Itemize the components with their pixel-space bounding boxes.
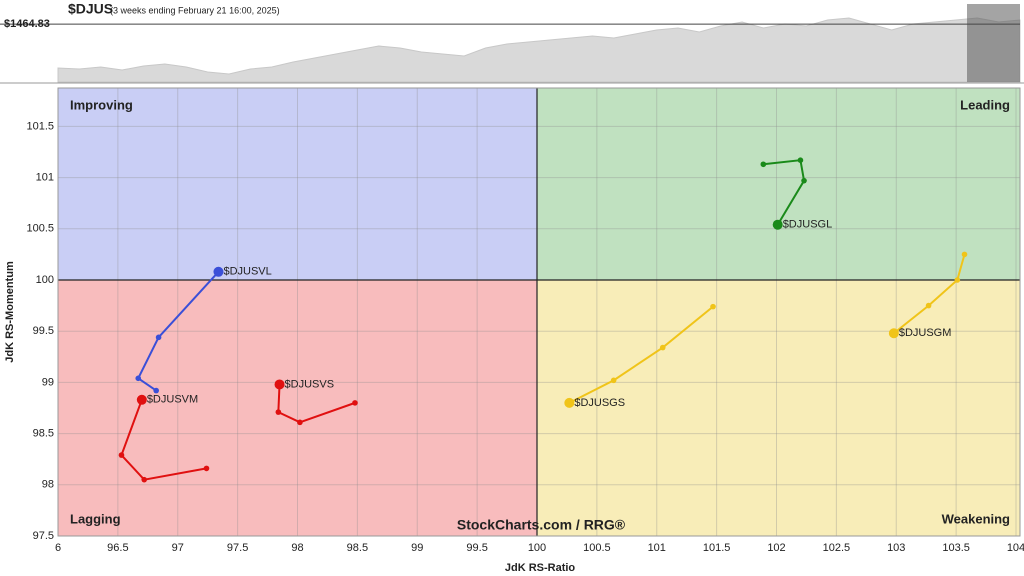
tail-head bbox=[888, 328, 899, 339]
x-tick-label: 6 bbox=[55, 542, 61, 554]
tail bbox=[136, 271, 220, 392]
x-tick-label: 100 bbox=[528, 542, 546, 554]
x-axis-label: JdK RS-Ratio bbox=[505, 562, 576, 574]
y-tick-label: 98 bbox=[42, 479, 54, 491]
tail-point bbox=[155, 334, 162, 341]
tail-point bbox=[118, 452, 125, 458]
tail-head bbox=[274, 379, 285, 390]
tail-point bbox=[659, 344, 666, 351]
x-tick-label: 102.5 bbox=[823, 542, 851, 554]
y-tick-label: 100 bbox=[36, 274, 54, 286]
tail-point bbox=[297, 419, 303, 426]
quadrant bbox=[537, 280, 1020, 536]
tail-point bbox=[925, 302, 932, 309]
quadrant-label: Leading bbox=[960, 97, 1010, 112]
price-area bbox=[57, 17, 1021, 83]
x-tick-label: 99.5 bbox=[466, 542, 487, 554]
x-tick-label: 98.5 bbox=[347, 542, 368, 554]
tail-point bbox=[797, 157, 804, 163]
watermark: StockCharts.com / RRG® bbox=[457, 517, 626, 533]
y-tick-label: 101.5 bbox=[26, 120, 54, 132]
tail-point bbox=[135, 375, 142, 382]
y-axis-label: JdK RS-Momentum bbox=[4, 261, 16, 363]
tail-point bbox=[141, 476, 148, 483]
current-period bbox=[967, 4, 1020, 82]
series-label: $DJUSGL bbox=[783, 219, 833, 231]
tail bbox=[893, 254, 966, 335]
tail bbox=[277, 384, 356, 424]
plot-border bbox=[57, 87, 1021, 537]
y-tick-label: 97.5 bbox=[33, 530, 54, 542]
x-tick-label: 96.5 bbox=[107, 542, 128, 554]
tail-head bbox=[213, 266, 224, 277]
tail-point bbox=[801, 177, 807, 184]
quadrant-label: Improving bbox=[70, 97, 133, 112]
quadrant bbox=[537, 88, 1020, 280]
tail bbox=[120, 399, 207, 481]
y-tick-label: 101 bbox=[36, 172, 54, 184]
x-tick-label: 100.5 bbox=[583, 542, 611, 554]
reference-label: $1464.83 bbox=[4, 18, 50, 30]
series-label: $DJUSVL bbox=[223, 266, 271, 278]
tail-point bbox=[153, 387, 159, 394]
tail-head bbox=[564, 397, 575, 408]
price-subtitle: (3 weeks ending February 21 16:00, 2025) bbox=[110, 5, 280, 15]
tail bbox=[763, 159, 806, 226]
x-tick-label: 97 bbox=[172, 542, 184, 554]
tail-point bbox=[203, 465, 210, 472]
x-tick-label: 97.5 bbox=[227, 542, 248, 554]
x-tick-label: 103 bbox=[887, 542, 905, 554]
y-tick-label: 100.5 bbox=[26, 223, 54, 235]
quadrant-label: Weakening bbox=[942, 511, 1010, 526]
tail-point bbox=[760, 161, 767, 168]
series-label: $DJUSVM bbox=[147, 394, 198, 406]
x-tick-label: 98 bbox=[291, 542, 303, 554]
tail-point bbox=[710, 303, 716, 310]
y-tick-label: 99 bbox=[42, 376, 54, 388]
price-title: $DJUS bbox=[68, 1, 113, 17]
x-tick-label: 99 bbox=[411, 542, 423, 554]
tail-point bbox=[275, 409, 282, 415]
tail-point bbox=[352, 400, 358, 406]
x-tick-label: 101 bbox=[648, 542, 666, 554]
tail-point bbox=[961, 251, 968, 258]
y-tick-label: 99.5 bbox=[33, 325, 54, 337]
y-tick-label: 98.5 bbox=[33, 428, 54, 440]
tail-head bbox=[772, 219, 783, 230]
tail-point bbox=[954, 277, 961, 283]
quadrant-label: Lagging bbox=[70, 511, 121, 526]
series-label: $DJUSVS bbox=[285, 378, 335, 390]
series-label: $DJUSGM bbox=[899, 327, 952, 339]
x-tick-label: 101.5 bbox=[703, 542, 731, 554]
tail-head bbox=[136, 394, 147, 405]
tail-point bbox=[610, 377, 617, 384]
series-label: $DJUSGS bbox=[574, 397, 625, 409]
tail bbox=[568, 305, 714, 404]
x-tick-label: 102 bbox=[767, 542, 785, 554]
quadrant bbox=[58, 88, 537, 280]
x-tick-label: 103.5 bbox=[942, 542, 970, 554]
x-tick-label: 104 bbox=[1007, 542, 1024, 554]
